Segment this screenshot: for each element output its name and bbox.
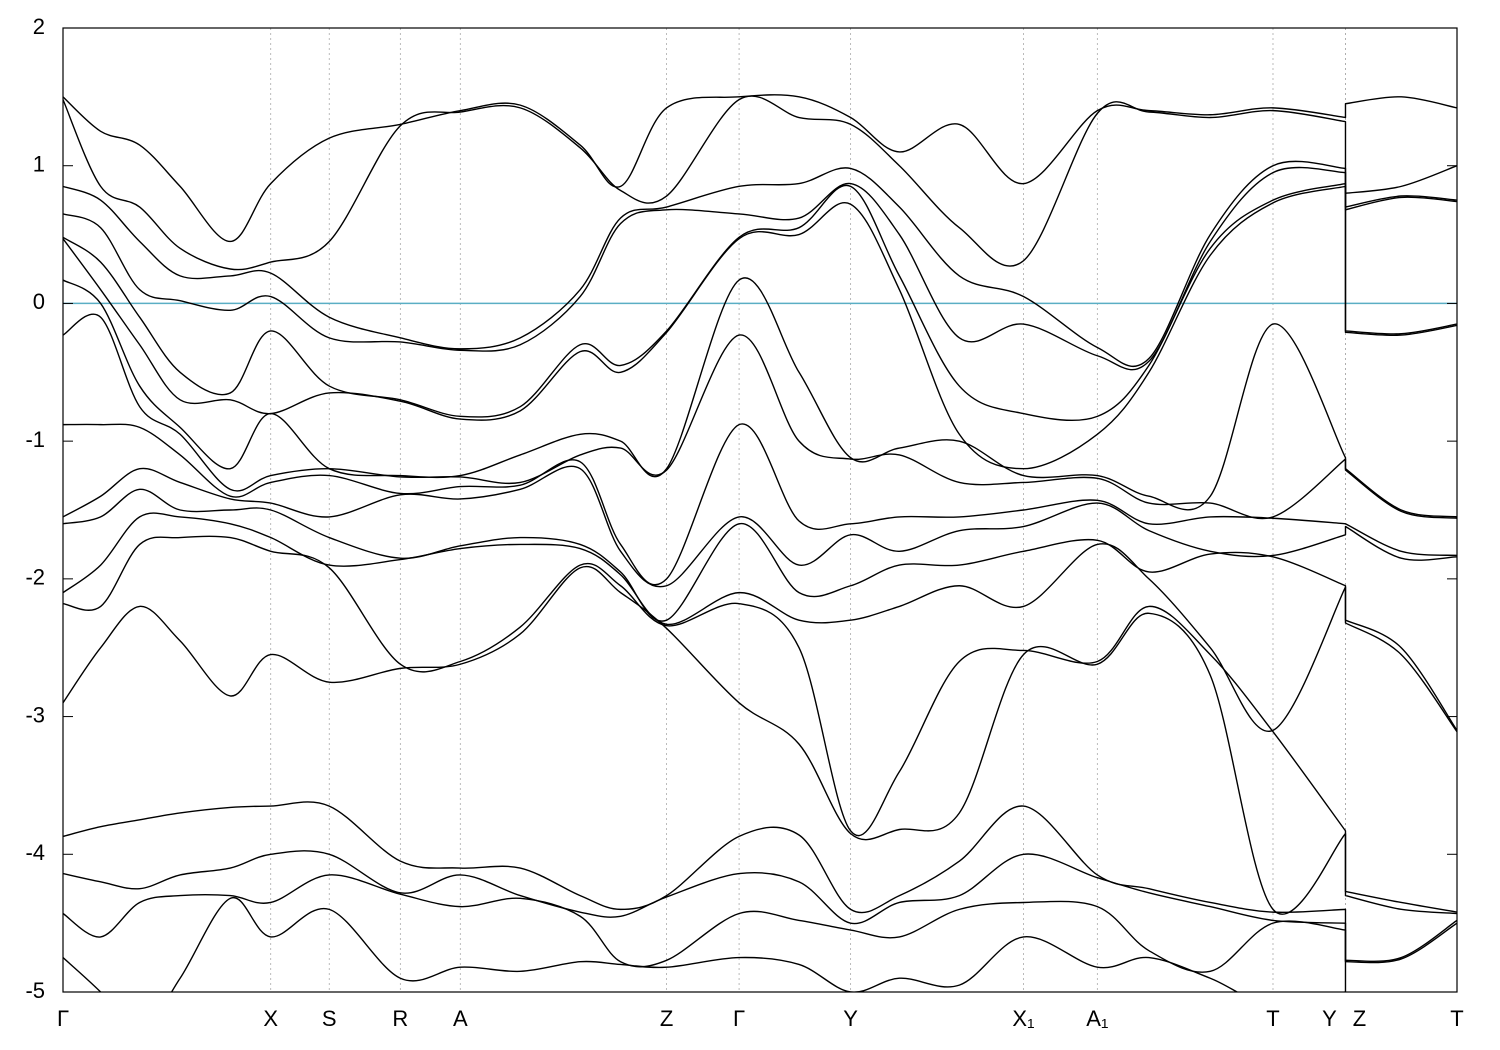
x-tick-label: X <box>263 1006 278 1031</box>
y-tick-label: 0 <box>33 289 45 314</box>
band-line <box>63 897 1347 992</box>
y-tick-label: -4 <box>25 840 45 865</box>
band-line <box>63 488 1457 731</box>
y-tick-label: -1 <box>25 427 45 452</box>
band-line <box>63 465 1457 588</box>
x-tick-label: S <box>322 1006 337 1031</box>
band-line <box>63 160 1457 368</box>
x-tick-label: Z <box>660 1006 673 1031</box>
band-line <box>63 185 1457 470</box>
x-tick-label: R <box>392 1006 408 1031</box>
band-line <box>63 850 1457 964</box>
x-tick-label: Γ <box>733 1006 745 1031</box>
band-line <box>63 166 1457 371</box>
x-tick-label: Z <box>1353 1006 1366 1031</box>
x-tick-label: A <box>453 1006 468 1031</box>
band-line <box>63 512 1457 733</box>
x-tick-label: X₁ <box>1012 1006 1034 1031</box>
band-line <box>63 95 1457 271</box>
x-tick-label: Y <box>1322 1006 1337 1031</box>
x-tick-label: A₁ <box>1086 1006 1108 1031</box>
band-line <box>63 313 1457 520</box>
band-line <box>63 565 1457 915</box>
band-line <box>63 277 1457 518</box>
x-tick-label: T <box>1450 1006 1463 1031</box>
y-tick-label: 2 <box>33 14 45 39</box>
band-line <box>63 94 1457 243</box>
band-line <box>63 874 1347 992</box>
band-line <box>63 182 1457 422</box>
x-tick-label: Γ <box>57 1006 69 1031</box>
y-tick-label: -3 <box>25 702 45 727</box>
y-tick-label: -2 <box>25 565 45 590</box>
y-tick-label: -5 <box>25 978 45 1003</box>
band-line <box>63 423 1457 586</box>
plot-frame <box>62 27 1458 993</box>
x-tick-label: T <box>1266 1006 1279 1031</box>
y-tick-label: 1 <box>33 152 45 177</box>
band-line <box>63 801 1457 962</box>
band-line <box>63 535 1457 913</box>
x-tick-label: Y <box>843 1006 858 1031</box>
